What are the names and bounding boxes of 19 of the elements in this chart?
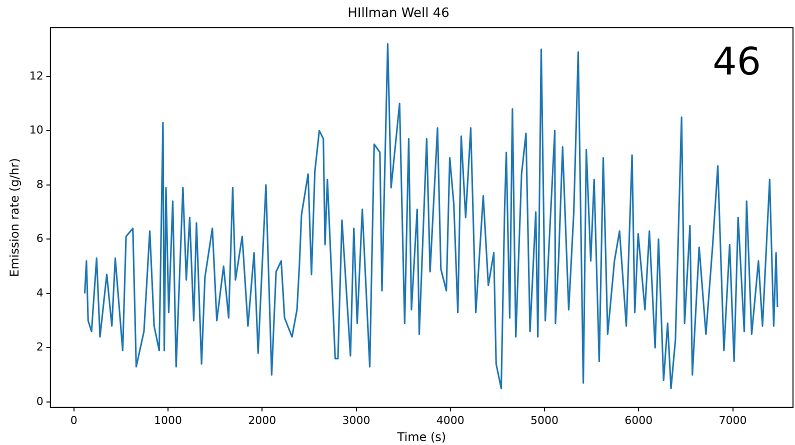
annotation: 46: [712, 39, 761, 84]
y-tick-label: 4: [36, 286, 44, 300]
y-tick-label: 0: [36, 394, 44, 408]
y-axis-title: Emission rate (g/hr): [7, 158, 22, 277]
x-axis-title: Time (s): [396, 430, 446, 444]
x-tick-label: 7000: [718, 414, 747, 427]
x-tick-label: 5000: [530, 414, 559, 427]
x-tick-label: 1000: [154, 414, 182, 427]
x-tick-label: 2000: [248, 414, 276, 427]
y-tick-label: 2: [36, 340, 44, 354]
x-tick-label: 0: [70, 414, 78, 427]
y-tick-label: 12: [29, 69, 44, 82]
y-tick-label: 6: [36, 232, 44, 246]
x-tick-label: 6000: [624, 414, 653, 427]
x-tick-label: 3000: [342, 414, 370, 427]
y-tick-label: 8: [36, 178, 44, 191]
chart-title: HIllman Well 46: [348, 6, 450, 22]
x-tick-label: 4000: [436, 414, 464, 427]
y-tick-label: 10: [29, 124, 44, 137]
